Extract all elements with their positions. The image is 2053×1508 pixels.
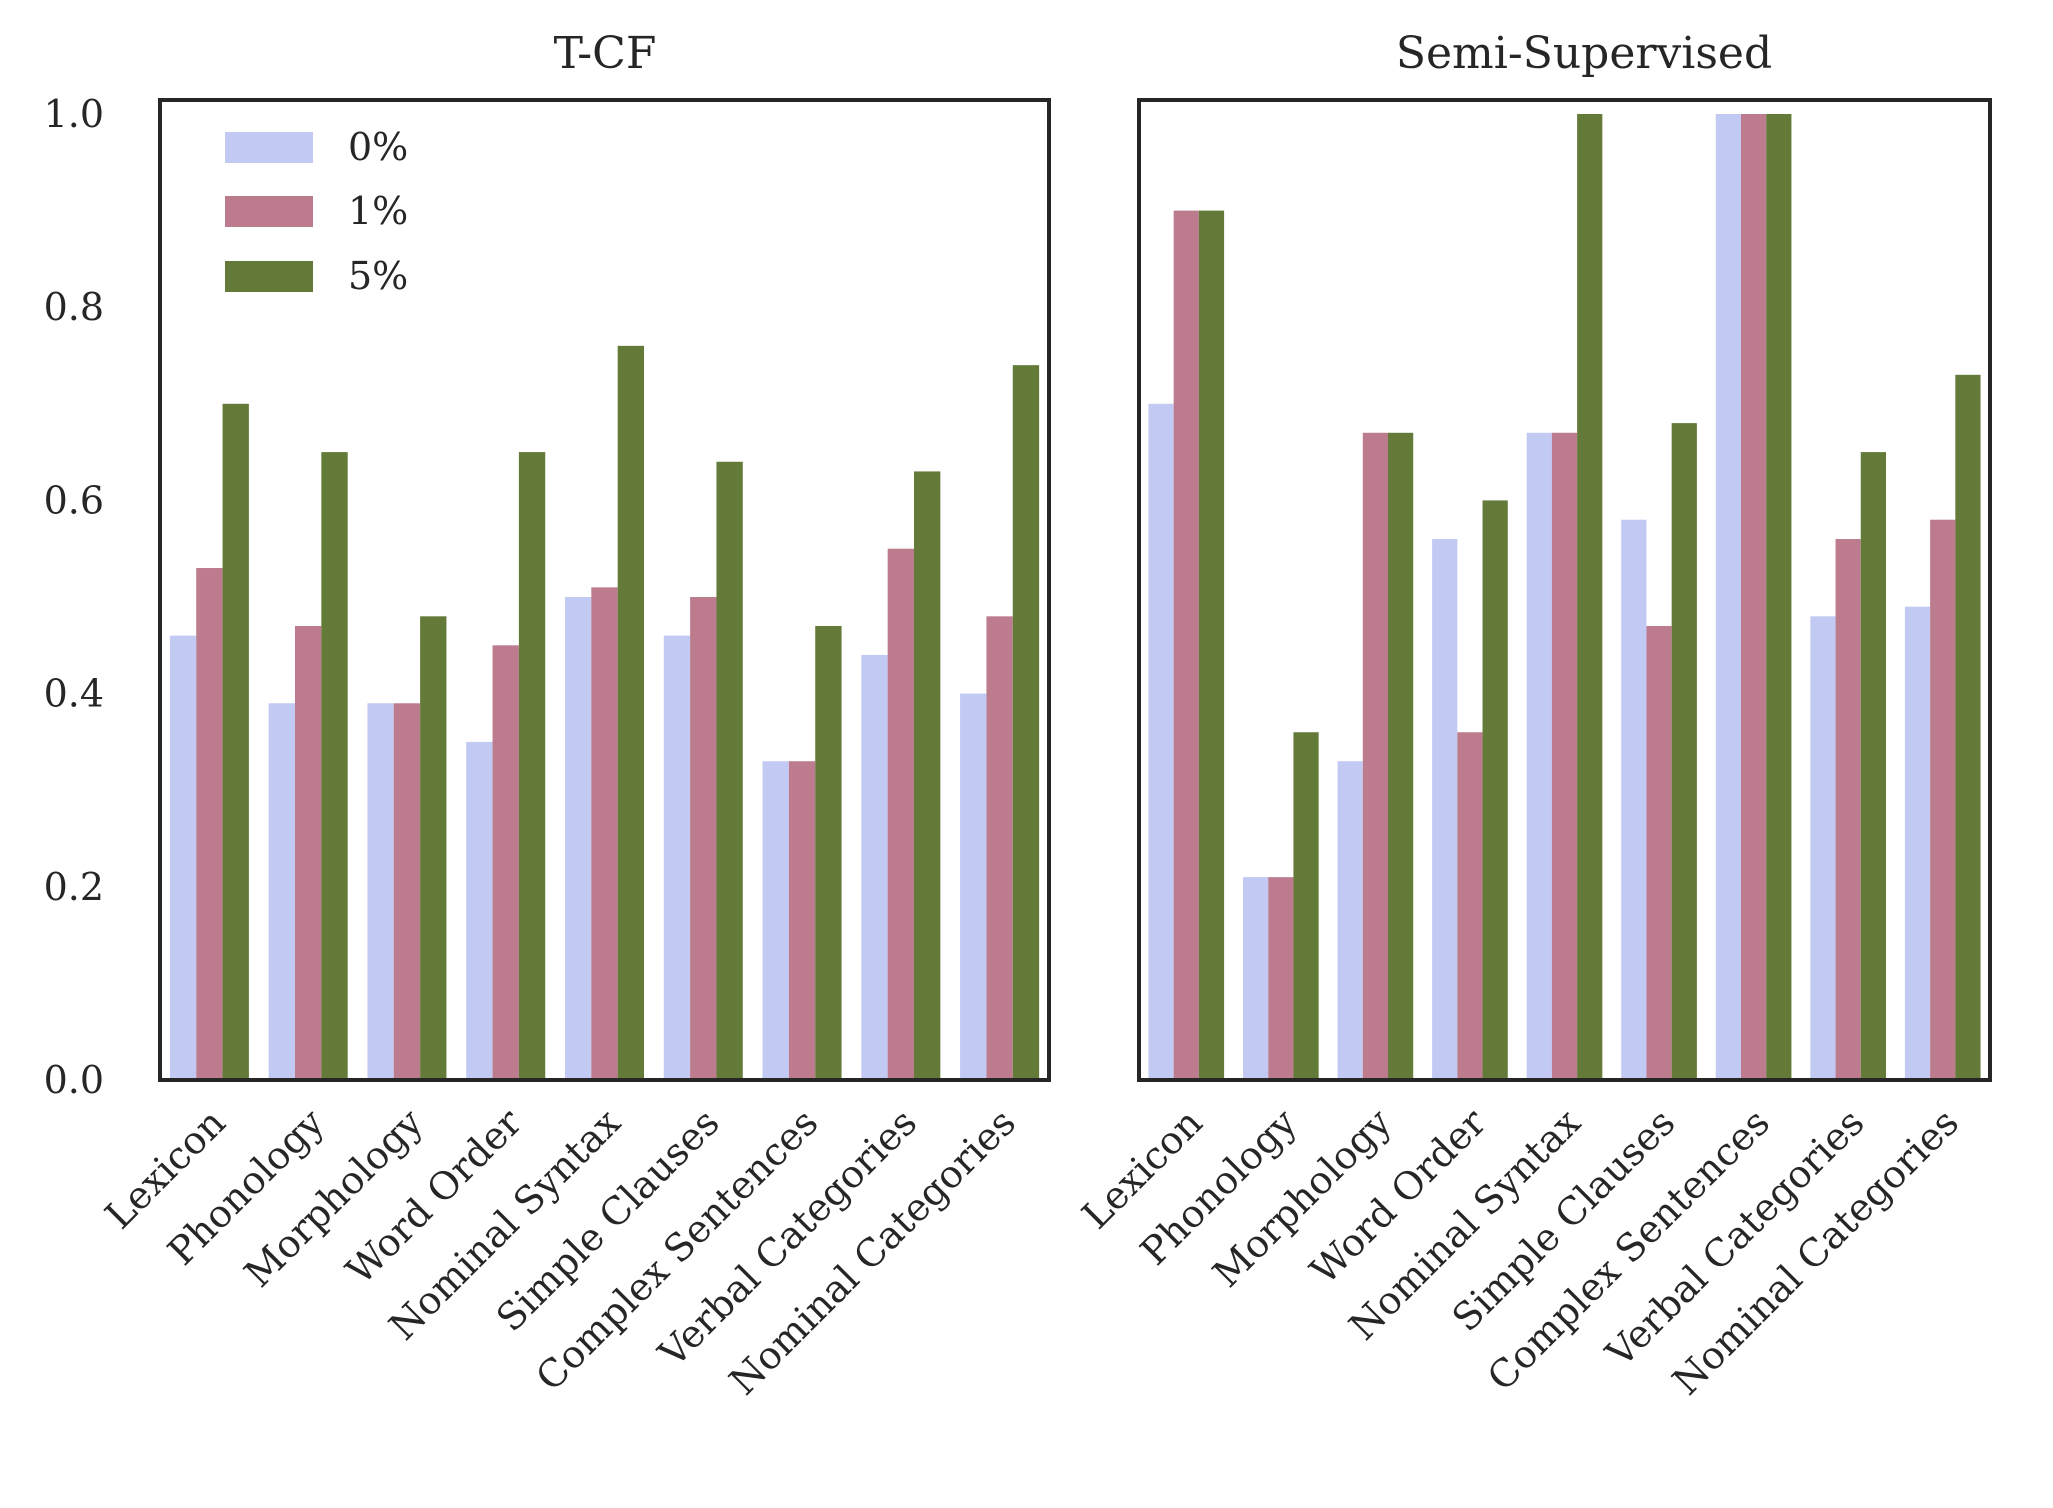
bar-nominal-categories-1pct — [1930, 519, 1956, 1080]
chart-title: Semi-Supervised — [1396, 28, 1772, 79]
bar-simple-clauses-1pct — [690, 597, 717, 1080]
bar-complex-sentences-0pct — [1715, 114, 1742, 1080]
bar-morphology-0pct — [367, 703, 394, 1080]
bar-nominal-categories-5pct — [1012, 365, 1040, 1080]
y-tick-label-0-0: 0.0 — [44, 1058, 104, 1102]
bar-nominal-categories-0pct — [960, 693, 987, 1080]
bar-phonology-1pct — [1268, 877, 1294, 1080]
bar-nominal-categories-5pct — [1955, 374, 1981, 1080]
bar-lexicon-1pct — [1173, 210, 1199, 1081]
bar-simple-clauses-5pct — [1671, 423, 1697, 1080]
y-tick-labels: 0.0 0.2 0.4 0.6 0.8 1.0 — [44, 92, 104, 1102]
bar-phonology-0pct — [1243, 877, 1269, 1080]
bar-lexicon-0pct — [169, 635, 197, 1080]
y-tick-label-0-8: 0.8 — [44, 285, 104, 329]
bar-word-order-0pct — [466, 741, 493, 1080]
plot-frame — [158, 98, 1051, 1082]
bar-phonology-0pct — [268, 703, 295, 1080]
bar-verbal-categories-5pct — [914, 471, 941, 1080]
bar-simple-clauses-5pct — [716, 461, 743, 1080]
bar-lexicon-0pct — [1148, 403, 1174, 1080]
bar-nominal-syntax-0pct — [564, 597, 592, 1080]
bar-phonology-1pct — [294, 625, 322, 1080]
plot-frame — [1137, 98, 1992, 1082]
legend: 0% 1% 5% — [225, 125, 408, 298]
bar-nominal-syntax-5pct — [617, 345, 645, 1081]
bar-nominal-syntax-1pct — [591, 587, 618, 1080]
legend-label-0pct: 0% — [348, 125, 408, 169]
bar-verbal-categories-0pct — [861, 654, 888, 1080]
bar-verbal-categories-1pct — [887, 548, 915, 1080]
y-tick-label-0-6: 0.6 — [44, 478, 104, 522]
bar-nominal-syntax-5pct — [1577, 114, 1603, 1080]
bar-nominal-syntax-0pct — [1526, 432, 1552, 1080]
chart-title: T-CF — [554, 28, 657, 79]
bar-word-order-1pct — [1457, 732, 1483, 1080]
bar-word-order-5pct — [518, 452, 546, 1081]
bar-nominal-syntax-1pct — [1551, 432, 1578, 1080]
bars-group — [1148, 114, 1981, 1081]
bar-complex-sentences-1pct — [788, 761, 816, 1080]
bar-nominal-categories-1pct — [986, 616, 1013, 1080]
bar-simple-clauses-0pct — [663, 635, 691, 1080]
bar-phonology-5pct — [321, 452, 348, 1081]
bar-word-order-1pct — [492, 645, 519, 1080]
bars-group — [169, 345, 1040, 1081]
bar-simple-clauses-0pct — [1621, 519, 1647, 1080]
bar-lexicon-5pct — [1198, 210, 1225, 1081]
bar-lexicon-5pct — [222, 403, 249, 1080]
bar-complex-sentences-0pct — [762, 761, 789, 1080]
bar-word-order-5pct — [1482, 500, 1508, 1080]
bar-nominal-categories-0pct — [1904, 606, 1931, 1080]
bar-complex-sentences-5pct — [815, 625, 842, 1080]
legend-label-5pct: 5% — [348, 254, 408, 298]
y-tick-label-0-4: 0.4 — [44, 672, 104, 716]
y-tick-label-1-0: 1.0 — [44, 92, 104, 136]
bar-morphology-5pct — [1387, 432, 1414, 1080]
legend-swatch-1pct — [225, 196, 313, 227]
bar-morphology-1pct — [1362, 432, 1388, 1080]
bar-complex-sentences-5pct — [1766, 114, 1792, 1080]
panel-semi-supervised: Semi-Supervised LexiconPhonologyMorpholo… — [1073, 28, 1992, 1404]
bar-word-order-0pct — [1432, 539, 1458, 1080]
y-tick-label-0-2: 0.2 — [44, 865, 104, 909]
legend-label-1pct: 1% — [348, 189, 408, 233]
bar-simple-clauses-1pct — [1646, 625, 1672, 1080]
bar-morphology-0pct — [1337, 761, 1363, 1080]
bar-complex-sentences-1pct — [1741, 114, 1767, 1080]
bar-verbal-categories-0pct — [1810, 616, 1836, 1080]
bar-morphology-5pct — [420, 616, 447, 1080]
bar-verbal-categories-1pct — [1835, 539, 1861, 1080]
legend-swatch-5pct — [225, 261, 313, 292]
bar-morphology-1pct — [393, 703, 421, 1080]
bar-lexicon-1pct — [196, 568, 223, 1080]
legend-swatch-0pct — [225, 132, 313, 163]
bar-verbal-categories-5pct — [1860, 452, 1886, 1081]
bar-phonology-5pct — [1293, 732, 1319, 1080]
